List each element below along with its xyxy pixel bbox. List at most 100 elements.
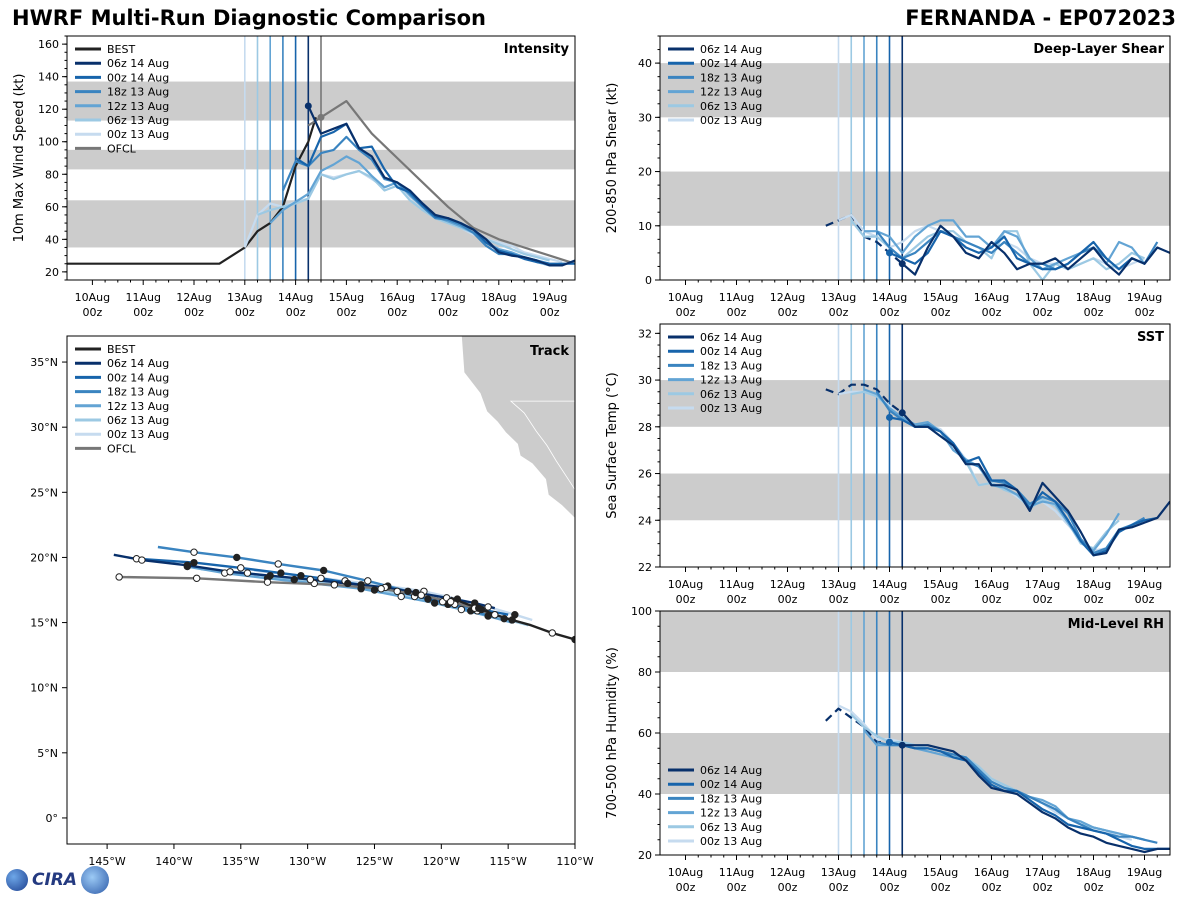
y-axis-label: 700-500 hPa Humidity (%) — [605, 647, 620, 819]
x-tick-label: 14Aug — [872, 291, 907, 304]
track-point — [393, 587, 401, 596]
x-tick-label: 18Aug — [1076, 291, 1111, 304]
x-tick-label: 18Aug — [481, 291, 516, 304]
y-tick-label: 20 — [638, 166, 652, 179]
x-tick-label: 00z — [829, 306, 849, 319]
y-tick-label: 40 — [45, 233, 59, 246]
track-06z-13-aug — [200, 568, 529, 627]
x-tick-label: 13Aug — [821, 866, 856, 879]
legend-label: 06z 14 Aug — [107, 357, 169, 370]
series-06z-14-aug — [901, 412, 1170, 557]
series-12z-13-aug — [269, 155, 550, 267]
panel-title: SST — [1137, 330, 1164, 345]
series-06z-14-aug — [902, 744, 1170, 854]
legend-label: 00z 14 Aug — [700, 778, 762, 791]
figure-title: HWRF Multi-Run Diagnostic Comparison — [12, 6, 487, 30]
y-tick-label: 30°N — [30, 421, 58, 434]
x-tick-label: 00z — [829, 881, 849, 894]
x-tick-label: 16Aug — [974, 866, 1009, 879]
x-tick-label: 00z — [1033, 306, 1053, 319]
threshold-band — [660, 733, 1170, 794]
y-tick-label: 40 — [638, 788, 652, 801]
track-point — [357, 581, 365, 589]
track-point — [190, 548, 198, 556]
legend-label: 00z 13 Aug — [107, 428, 169, 441]
track-point — [548, 629, 556, 637]
track-point — [297, 571, 305, 580]
y-tick-label: 140 — [38, 71, 59, 84]
track-point — [243, 569, 252, 577]
x-tick-label: 10Aug — [668, 291, 703, 304]
panel-title: Deep-Layer Shear — [1033, 42, 1164, 57]
x-tick-label: 11Aug — [719, 291, 754, 304]
legend-label: OFCL — [107, 442, 137, 455]
x-tick-label: 12Aug — [770, 291, 805, 304]
x-tick-label: 16Aug — [974, 291, 1009, 304]
threshold-band — [660, 611, 1170, 672]
y-tick-label: 0 — [645, 274, 652, 287]
legend-label: 06z 13 Aug — [700, 821, 762, 834]
data-marker — [317, 113, 325, 121]
threshold-band — [660, 380, 1170, 427]
y-tick-label: 22 — [638, 561, 652, 574]
track-point — [417, 591, 425, 599]
track-point — [190, 558, 198, 567]
chart-intensity: 20 40 60 80 100 120 140 160 10Aug 00z 11Aug 00z 12Au… — [12, 35, 576, 319]
x-tick-label: 17Aug — [1025, 866, 1060, 879]
x-tick-label: 00z — [489, 306, 509, 319]
track-point — [430, 599, 439, 607]
storm-id-title: FERNANDA - EP072023 — [905, 6, 1176, 30]
y-tick-label: 120 — [38, 103, 59, 116]
x-tick-label: 14Aug — [872, 866, 907, 879]
legend-label: 12z 13 Aug — [700, 86, 762, 99]
plot-area — [825, 611, 1170, 855]
series-ofcl — [307, 99, 575, 265]
series-00z-14-aug — [889, 741, 1170, 851]
legend-label: 00z 14 Aug — [700, 345, 762, 358]
track-point — [457, 605, 466, 614]
track-point — [484, 612, 492, 620]
y-axis-label: 200-850 hPa Shear (kt) — [605, 83, 620, 234]
chart-sst: 22 24 26 28 30 32 10Aug 00z 11Aug 00z 12Aug 00z 13Au… — [605, 323, 1171, 606]
series-06z-14-aug — [307, 105, 575, 267]
track-point — [446, 598, 455, 606]
x-tick-label: 125°W — [356, 855, 393, 868]
legend-label: OFCL — [107, 142, 137, 155]
track-point — [263, 578, 272, 586]
x-tick-label: 14Aug — [278, 291, 313, 304]
y-tick-label: 5°N — [37, 747, 58, 760]
land-polygon — [509, 400, 575, 491]
legend-label: 00z 14 Aug — [107, 71, 169, 84]
x-tick-label: 00z — [982, 306, 1002, 319]
x-tick-label: 00z — [829, 593, 849, 606]
x-tick-label: 00z — [880, 306, 900, 319]
legend-label: 00z 14 Aug — [107, 371, 169, 384]
x-tick-label: 11Aug — [125, 291, 160, 304]
y-tick-label: 15°N — [30, 617, 58, 630]
track-point — [138, 556, 146, 564]
track-point — [274, 560, 282, 568]
y-tick-label: 40 — [638, 57, 652, 70]
x-tick-label: 00z — [83, 306, 103, 319]
track-point — [233, 553, 241, 562]
legend-label: 12z 13 Aug — [107, 400, 169, 413]
x-tick-label: 10Aug — [668, 866, 703, 879]
x-tick-label: 00z — [1084, 881, 1104, 894]
track-point — [226, 568, 234, 576]
x-tick-label: 19Aug — [1127, 866, 1162, 879]
partner-globe-icon — [81, 866, 110, 894]
legend-label: 06z 14 Aug — [700, 43, 762, 56]
y-tick-label: 10°N — [30, 682, 58, 695]
x-tick-label: 16Aug — [379, 291, 414, 304]
x-tick-label: 00z — [438, 306, 458, 319]
x-tick-label: 17Aug — [1025, 578, 1060, 591]
y-tick-label: 25°N — [30, 486, 58, 499]
track-point — [237, 564, 245, 572]
legend-label: 00z 13 Aug — [700, 114, 762, 127]
track-point — [508, 616, 516, 624]
y-tick-label: 0° — [46, 812, 59, 825]
track-point — [404, 587, 412, 596]
x-tick-label: 115°W — [489, 855, 526, 868]
legend-label: BEST — [107, 343, 135, 356]
